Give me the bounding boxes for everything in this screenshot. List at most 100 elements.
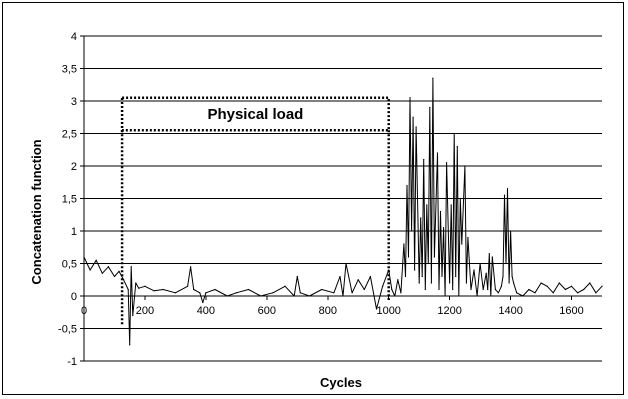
x-tick-label: 0 [81,305,87,317]
annotation-label-box [120,96,390,132]
data-point [449,282,451,284]
data-point [516,292,518,294]
data-point [473,269,475,271]
data-point [464,165,466,167]
data-point [202,301,204,304]
x-tick-label: 1000 [376,305,400,317]
data-point [187,285,189,287]
data-point [414,269,416,271]
data-point [482,288,484,291]
data-point [453,132,455,135]
data-point [345,262,347,265]
y-tick-label: 3 [71,96,77,108]
data-point [430,282,432,284]
data-point [508,282,510,284]
data-point [552,292,554,294]
data-point [260,295,262,297]
data-point [394,295,396,297]
data-point [272,292,274,294]
data-point [174,292,177,294]
y-axis-label: Concatenation function [29,139,44,284]
data-point [424,288,426,291]
data-point [107,266,109,268]
data-point [503,194,506,196]
data-point [432,77,434,79]
data-point [601,285,603,287]
data-point [522,295,524,297]
data-point [339,275,341,278]
data-point [235,292,237,294]
data-point [558,282,560,284]
data-point [404,275,407,278]
x-tick-label: 1200 [437,305,461,317]
data-point [485,272,487,274]
data-point [488,253,490,255]
data-point [564,288,567,291]
data-point [296,275,298,278]
data-point [357,279,359,281]
data-point [528,288,530,291]
data-point [470,288,472,291]
data-point [409,97,411,99]
data-point [333,292,335,294]
data-point [391,288,393,291]
gridlines [84,35,602,362]
y-tick-label: 0 [71,291,77,303]
y-tick-label: 1,5 [62,194,77,206]
data-point [506,188,509,190]
x-tick-label: 1400 [498,305,522,317]
data-point [421,275,423,278]
data-point [423,158,425,161]
data-point [95,259,97,261]
data-point [123,279,125,281]
data-point [369,275,372,278]
y-tick-label: -0,5 [58,324,77,336]
data-point [487,288,489,291]
data-point [308,295,311,297]
annotation-label: Physical load [207,106,303,123]
data-point [444,295,446,297]
data-point [144,285,146,287]
data-point [577,292,579,294]
data-series-line [83,77,603,346]
data-point [406,184,408,187]
data-point [426,204,428,206]
data-point [540,282,542,284]
data-point [459,197,461,200]
series-group [83,77,603,346]
x-tick-label: 400 [197,305,215,317]
data-point [351,292,353,294]
data-point [546,285,548,287]
data-point [429,106,431,109]
data-point [118,270,120,272]
data-point [497,292,499,294]
data-point [476,295,478,297]
y-tick-label: 2,5 [62,129,77,141]
x-tick-label: 600 [258,305,276,317]
data-point [511,275,513,278]
data-point [127,288,129,291]
data-point [505,262,507,265]
data-point [491,256,493,258]
data-point [441,275,443,278]
data-point [455,275,457,278]
data-point [214,288,216,291]
data-point [534,292,536,294]
data-point [461,243,463,245]
data-point [138,287,140,289]
data-point [438,288,440,291]
data-point [490,295,492,297]
data-point [494,288,496,291]
data-point [500,285,503,287]
data-point [382,285,384,287]
data-point [129,344,131,346]
x-tick-label: 800 [319,305,337,317]
data-point [452,288,454,291]
data-point [205,292,207,294]
data-point [465,282,468,284]
data-point [433,256,436,258]
data-point [479,262,481,265]
data-point [153,290,155,292]
chart-frame: Physical load -1 -0,5 0 0,5 1 1,5 2 2,5 3 3,5 4 0 20… [2,2,624,395]
data-point [407,256,410,258]
